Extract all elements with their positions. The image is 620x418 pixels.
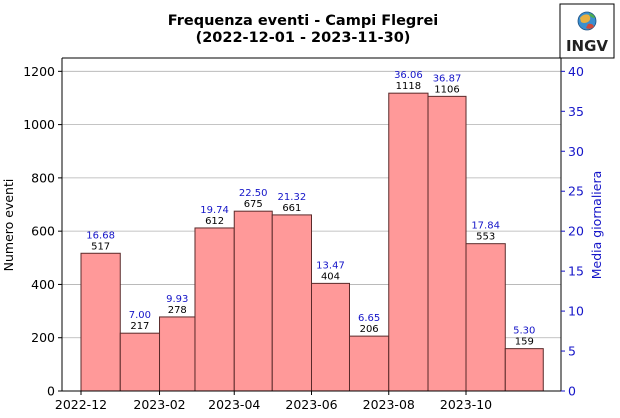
bar xyxy=(311,282,350,392)
y-tick-label-right: 20 xyxy=(568,224,584,239)
y-tick-label-left: 600 xyxy=(31,224,55,239)
y-tick-label-left: 1000 xyxy=(23,117,55,132)
ingv-logo: INGV xyxy=(559,3,615,59)
bar-count-label: 217 xyxy=(130,321,149,332)
bar-daily-mean-label: 21.32 xyxy=(278,192,307,203)
bar xyxy=(119,332,161,392)
y-tick-label-left: 800 xyxy=(31,170,55,185)
y-axis-label-right: Media giornaliera xyxy=(589,171,604,280)
y-tick-label-left: 400 xyxy=(31,277,55,292)
bar-count-label: 553 xyxy=(476,232,495,243)
logo-text: INGV xyxy=(566,37,608,55)
bar-count-label: 1106 xyxy=(434,84,459,95)
bar-count-label: 675 xyxy=(244,199,263,210)
x-tick-label: 2022-12 xyxy=(55,397,107,412)
bar-daily-mean-label: 13.47 xyxy=(316,260,345,271)
ingv-globe-icon xyxy=(577,11,597,31)
bar-daily-mean-label: 7.00 xyxy=(129,310,151,321)
bar-count-label: 1118 xyxy=(396,81,421,92)
bar-daily-mean-label: 36.87 xyxy=(433,73,462,84)
bar-count-label: 661 xyxy=(282,203,301,214)
bar xyxy=(388,92,429,392)
y-tick-label-right: 25 xyxy=(568,184,584,199)
bar-count-label: 206 xyxy=(360,324,379,335)
y-tick-label-right: 0 xyxy=(568,384,576,399)
axes-layer: 0 200 400 600 800 1000 1200 0 5 10 15 20 25 30 35 40 202… xyxy=(23,57,584,412)
y-tick-label-left: 200 xyxy=(31,330,55,345)
chart-subtitle: (2022-12-01 - 2023-11-30) xyxy=(196,30,411,46)
y-tick-label-right: 40 xyxy=(568,64,584,79)
y-tick-label-left: 0 xyxy=(47,384,55,399)
bar-count-label: 159 xyxy=(515,337,534,348)
bar-daily-mean-label: 5.30 xyxy=(513,326,535,337)
bar-daily-mean-label: 19.74 xyxy=(200,205,229,216)
bar-count-label: 404 xyxy=(321,271,340,282)
bar xyxy=(80,252,121,392)
bar xyxy=(194,227,235,392)
x-tick-label: 2023-10 xyxy=(440,397,492,412)
x-tick-label: 2023-06 xyxy=(285,397,337,412)
bar-count-label: 517 xyxy=(91,241,110,252)
bar xyxy=(271,214,313,392)
chart-title: Frequenza eventi - Campi Flegrei xyxy=(168,13,439,29)
bar-daily-mean-label: 22.50 xyxy=(239,188,268,199)
y-tick-label-right: 5 xyxy=(568,344,576,359)
bar-count-label: 278 xyxy=(168,305,187,316)
y-tick-label-right: 30 xyxy=(568,144,584,159)
x-tick-label: 2023-02 xyxy=(133,397,185,412)
bars-layer xyxy=(80,92,544,392)
bar xyxy=(465,243,506,392)
bar xyxy=(427,95,467,392)
bar-daily-mean-label: 9.93 xyxy=(166,294,188,305)
y-tick-label-right: 35 xyxy=(568,104,584,119)
bar-daily-mean-label: 17.84 xyxy=(471,221,500,232)
bar-daily-mean-label: 16.68 xyxy=(86,230,115,241)
bar-daily-mean-label: 6.65 xyxy=(358,313,380,324)
bar xyxy=(348,335,390,392)
bar xyxy=(504,348,544,392)
y-tick-label-right: 15 xyxy=(568,264,584,279)
bar xyxy=(159,316,196,392)
y-tick-label-right: 10 xyxy=(568,304,584,319)
y-axis-label-left: Numero eventi xyxy=(1,179,16,272)
x-tick-label: 2023-04 xyxy=(208,397,260,412)
bar-count-label: 612 xyxy=(205,216,224,227)
bar xyxy=(233,210,273,392)
bar-daily-mean-label: 36.06 xyxy=(394,70,423,81)
y-tick-label-left: 1200 xyxy=(23,64,55,79)
x-tick-label: 2023-08 xyxy=(363,397,415,412)
